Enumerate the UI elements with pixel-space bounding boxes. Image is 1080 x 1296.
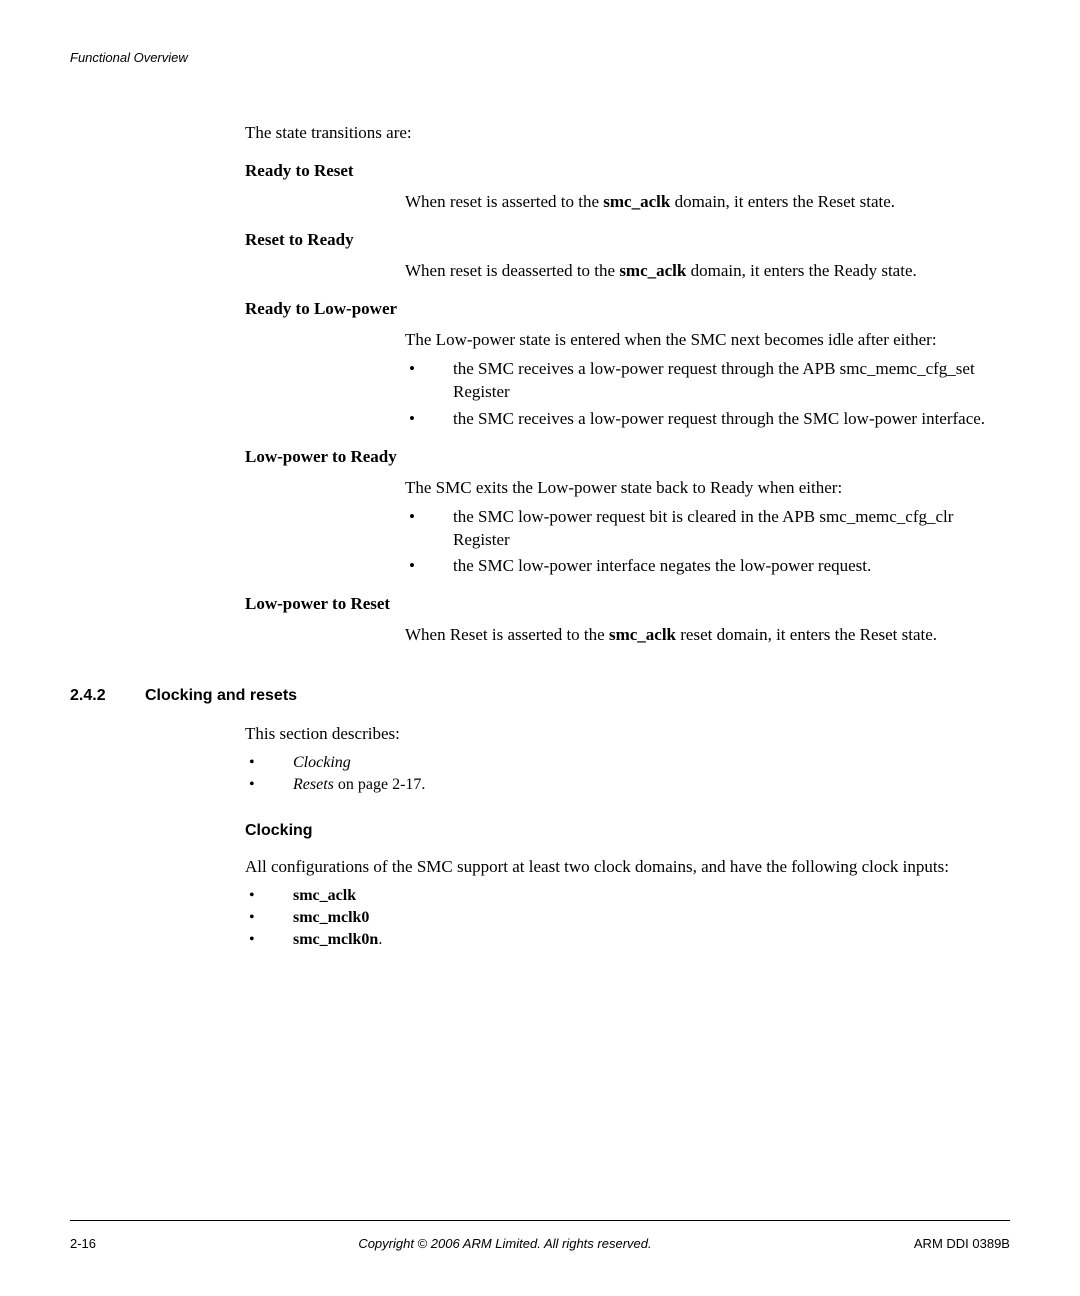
section-title: Clocking and resets (145, 687, 297, 705)
section-body: This section describes: •Clocking•Resets… (245, 723, 1010, 949)
definition-body: When Reset is asserted to the smc_aclk r… (405, 624, 1010, 647)
main-content: The state transitions are: Ready to Rese… (245, 123, 1010, 647)
footer-page-num: 2-16 (70, 1236, 96, 1251)
definition-term: Ready to Reset (245, 161, 1010, 181)
list-item: •the SMC receives a low-power request th… (405, 358, 1010, 404)
section-header-row: 2.4.2 Clocking and resets (70, 687, 1010, 705)
bullet-icon: • (245, 909, 293, 927)
definition-bullet-list: •the SMC low-power request bit is cleare… (405, 506, 1010, 579)
footer-copyright: Copyright © 2006 ARM Limited. All rights… (358, 1236, 651, 1251)
bullet-icon: • (405, 555, 453, 578)
list-item: •Clocking (245, 754, 1010, 772)
definition-body: When reset is deasserted to the smc_aclk… (405, 260, 1010, 283)
bullet-text: the SMC receives a low-power request thr… (453, 408, 1010, 431)
bullet-text: the SMC low-power interface negates the … (453, 555, 1010, 578)
definition-term: Ready to Low-power (245, 299, 1010, 319)
clocking-para: All configurations of the SMC support at… (245, 856, 1010, 879)
bullet-text: Clocking (293, 754, 1010, 772)
clocking-subheading: Clocking (245, 822, 1010, 840)
bullet-text: smc_mclk0 (293, 909, 1010, 927)
bullet-icon: • (245, 754, 293, 772)
definition-term: Low-power to Reset (245, 594, 1010, 614)
list-item: •the SMC receives a low-power request th… (405, 408, 1010, 431)
list-item: •the SMC low-power interface negates the… (405, 555, 1010, 578)
page-footer: 2-16 Copyright © 2006 ARM Limited. All r… (70, 1236, 1010, 1251)
section-number: 2.4.2 (70, 687, 145, 705)
bullet-text: Resets on page 2-17. (293, 776, 1010, 794)
definition-body: When reset is asserted to the smc_aclk d… (405, 191, 1010, 214)
running-header: Functional Overview (70, 50, 1010, 65)
definition-term: Reset to Ready (245, 230, 1010, 250)
bullet-text: the SMC low-power request bit is cleared… (453, 506, 1010, 552)
list-item: •smc_mclk0n. (245, 931, 1010, 949)
bullet-text: smc_mclk0n. (293, 931, 1010, 949)
section-intro: This section describes: (245, 723, 1010, 746)
bullet-text: the SMC receives a low-power request thr… (453, 358, 1010, 404)
bullet-text: smc_aclk (293, 887, 1010, 905)
list-item: •smc_aclk (245, 887, 1010, 905)
list-item: •the SMC low-power request bit is cleare… (405, 506, 1010, 552)
list-item: •smc_mclk0 (245, 909, 1010, 927)
footer-rule (70, 1220, 1010, 1221)
intro-text: The state transitions are: (245, 123, 1010, 143)
bullet-icon: • (405, 506, 453, 552)
definition-body: The SMC exits the Low-power state back t… (405, 477, 1010, 500)
bullet-icon: • (245, 931, 293, 949)
definition-body: The Low-power state is entered when the … (405, 329, 1010, 352)
footer-doc-id: ARM DDI 0389B (914, 1236, 1010, 1251)
bullet-icon: • (245, 887, 293, 905)
definition-bullet-list: •the SMC receives a low-power request th… (405, 358, 1010, 431)
list-item: •Resets on page 2-17. (245, 776, 1010, 794)
bullet-icon: • (245, 776, 293, 794)
bullet-icon: • (405, 358, 453, 404)
bullet-icon: • (405, 408, 453, 431)
definition-term: Low-power to Ready (245, 447, 1010, 467)
